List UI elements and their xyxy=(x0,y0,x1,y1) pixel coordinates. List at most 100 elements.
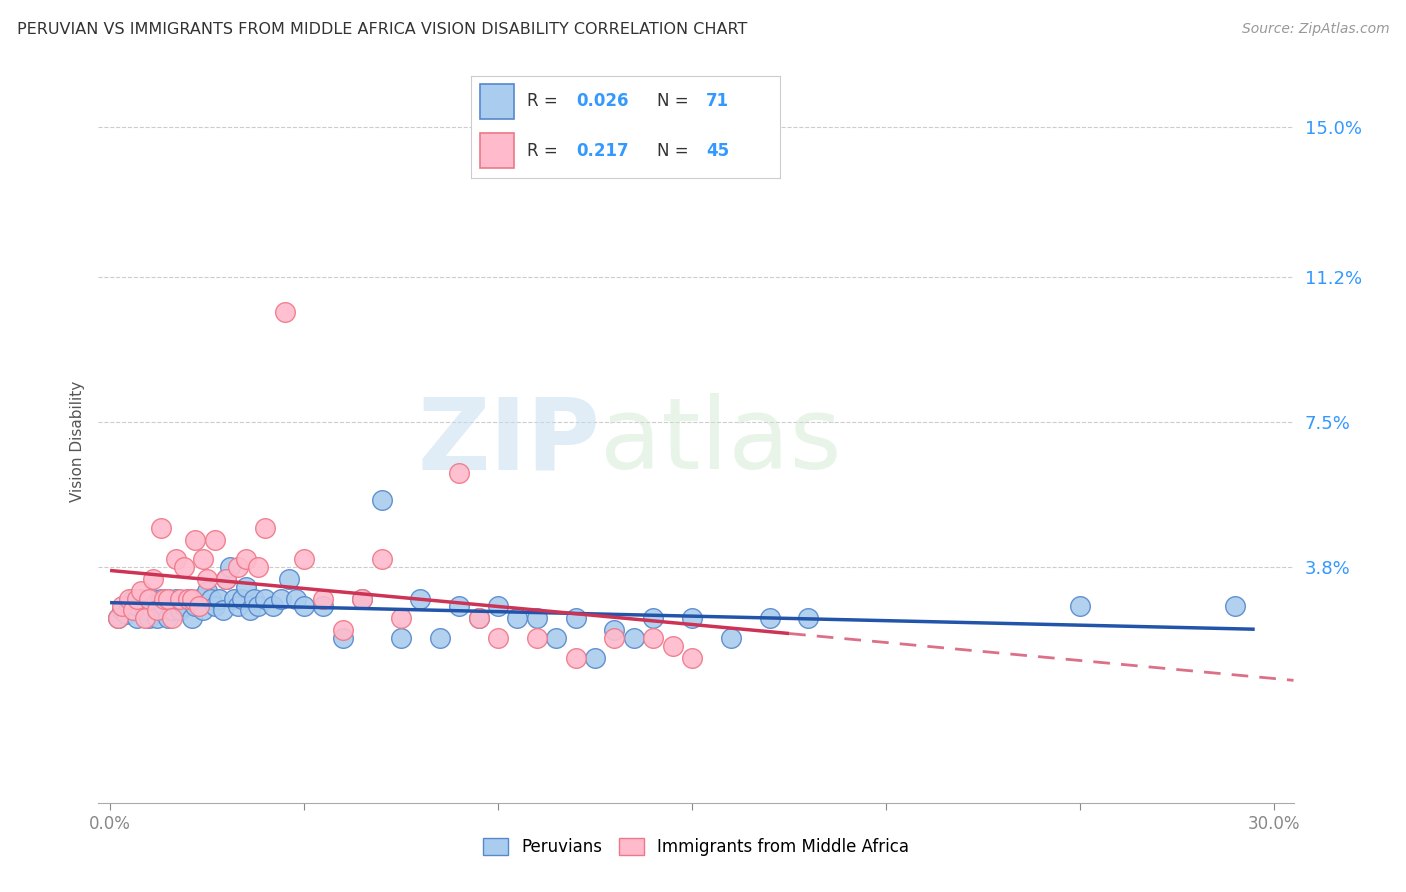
Point xyxy=(118,591,141,606)
Point xyxy=(193,603,215,617)
Point xyxy=(138,611,160,625)
Point xyxy=(142,572,165,586)
Point xyxy=(193,552,215,566)
Point xyxy=(157,591,180,606)
Text: R =: R = xyxy=(527,142,562,160)
Point xyxy=(107,611,129,625)
Point xyxy=(122,603,145,617)
Point xyxy=(138,599,160,614)
Point xyxy=(195,583,218,598)
Point xyxy=(169,603,191,617)
Point xyxy=(215,572,238,586)
Point xyxy=(370,552,392,566)
Point xyxy=(352,591,374,606)
Point xyxy=(546,631,568,645)
Point xyxy=(142,591,165,606)
Point xyxy=(643,611,665,625)
Text: ZIP: ZIP xyxy=(418,393,600,490)
Point xyxy=(758,611,780,625)
Point xyxy=(157,611,180,625)
Point xyxy=(160,611,183,625)
Point xyxy=(134,603,156,617)
Point xyxy=(429,631,451,645)
Point xyxy=(200,591,222,606)
FancyBboxPatch shape xyxy=(481,84,515,119)
Point xyxy=(262,599,284,614)
Text: 71: 71 xyxy=(706,93,730,111)
Point xyxy=(219,560,242,574)
Point xyxy=(153,591,176,606)
Point xyxy=(486,599,509,614)
Point xyxy=(111,603,134,617)
Point xyxy=(681,650,703,665)
Point xyxy=(165,552,187,566)
Point xyxy=(215,572,238,586)
Point xyxy=(226,560,249,574)
Point xyxy=(127,599,149,614)
Text: atlas: atlas xyxy=(600,393,842,490)
Point xyxy=(145,611,167,625)
Point xyxy=(231,591,253,606)
FancyBboxPatch shape xyxy=(481,133,515,168)
Text: N =: N = xyxy=(657,93,693,111)
Point xyxy=(603,631,626,645)
Point xyxy=(157,591,180,606)
Text: Source: ZipAtlas.com: Source: ZipAtlas.com xyxy=(1241,22,1389,37)
Point xyxy=(467,611,489,625)
Point xyxy=(173,599,195,614)
Point xyxy=(526,611,548,625)
Point xyxy=(138,591,160,606)
Point xyxy=(134,611,156,625)
Point xyxy=(681,611,703,625)
Point xyxy=(111,599,134,614)
Point xyxy=(149,591,172,606)
Point xyxy=(312,599,335,614)
Point xyxy=(107,611,129,625)
Point xyxy=(1225,599,1247,614)
Point xyxy=(173,560,195,574)
Legend: Peruvians, Immigrants from Middle Africa: Peruvians, Immigrants from Middle Africa xyxy=(477,831,915,863)
Point xyxy=(195,572,218,586)
Point xyxy=(145,603,167,617)
Point xyxy=(526,631,548,645)
Point xyxy=(583,650,606,665)
Point xyxy=(643,631,665,645)
Point xyxy=(204,533,226,547)
Point xyxy=(176,591,198,606)
Text: 45: 45 xyxy=(706,142,730,160)
Point xyxy=(188,599,211,614)
Text: PERUVIAN VS IMMIGRANTS FROM MIDDLE AFRICA VISION DISABILITY CORRELATION CHART: PERUVIAN VS IMMIGRANTS FROM MIDDLE AFRIC… xyxy=(17,22,747,37)
Point xyxy=(332,631,354,645)
Point xyxy=(254,521,277,535)
Point xyxy=(118,599,141,614)
Point xyxy=(169,591,191,606)
Point xyxy=(409,591,432,606)
Point xyxy=(226,599,249,614)
Point xyxy=(449,466,471,480)
Point xyxy=(127,591,149,606)
Point xyxy=(122,591,145,606)
Point xyxy=(449,599,471,614)
Point xyxy=(180,591,202,606)
Point xyxy=(235,552,257,566)
Point xyxy=(176,591,198,606)
Point xyxy=(242,591,264,606)
Point xyxy=(312,591,335,606)
Point xyxy=(239,603,262,617)
Point xyxy=(129,591,152,606)
Point xyxy=(389,631,412,645)
Y-axis label: Vision Disability: Vision Disability xyxy=(69,381,84,502)
Text: 0.217: 0.217 xyxy=(576,142,628,160)
Point xyxy=(129,583,152,598)
Point xyxy=(467,611,489,625)
Point xyxy=(564,611,586,625)
Point xyxy=(165,591,187,606)
Point xyxy=(720,631,742,645)
Point xyxy=(184,533,207,547)
Point xyxy=(254,591,277,606)
Point xyxy=(603,623,626,637)
Point xyxy=(270,591,292,606)
Point xyxy=(486,631,509,645)
Point xyxy=(224,591,246,606)
Point xyxy=(208,591,231,606)
